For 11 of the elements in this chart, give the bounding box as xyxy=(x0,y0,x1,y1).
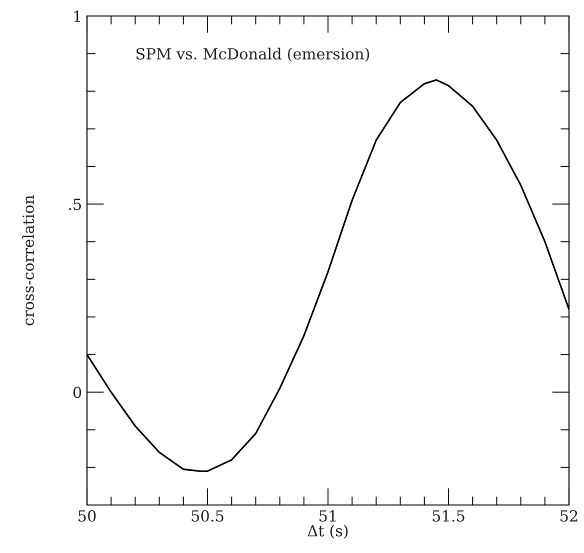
annotation: SPM vs. McDonald (emersion) xyxy=(136,48,370,62)
x-tick-label: 51 xyxy=(320,510,336,522)
y-tick-label: .5 xyxy=(69,198,81,210)
x-tick-label: 52 xyxy=(560,510,578,522)
y-tick-label: 1 xyxy=(74,10,80,22)
x-tick-label: 50.5 xyxy=(192,510,224,522)
x-tick-label: 50 xyxy=(78,510,96,522)
y-tick-label: 0 xyxy=(73,386,82,398)
x-axis-title: Δt (s) xyxy=(308,524,348,539)
y-axis-title: cross-correlation xyxy=(22,195,34,326)
x-tick-label: 51.5 xyxy=(432,510,464,522)
